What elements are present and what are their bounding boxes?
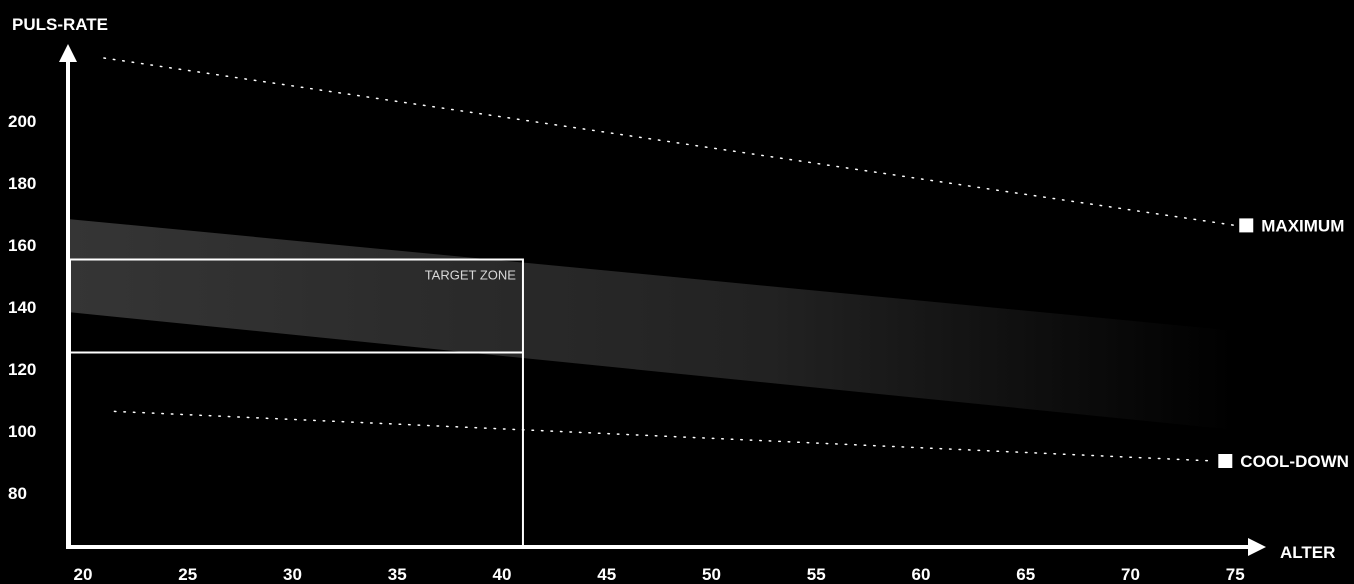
legend-marker-cooldown xyxy=(1218,454,1233,468)
y-tick-label: 200 xyxy=(8,112,36,131)
y-tick-label: 160 xyxy=(8,236,36,255)
x-tick-label: 65 xyxy=(1016,565,1035,584)
legend-label-maximum: MAXIMUM xyxy=(1261,216,1344,235)
x-tick-label: 20 xyxy=(74,565,93,584)
x-tick-label: 55 xyxy=(807,565,826,584)
y-tick-labels: 200 180 160 140 120 100 80 xyxy=(8,112,36,503)
x-axis-arrow xyxy=(1248,538,1266,556)
target-band xyxy=(70,219,1236,430)
y-axis-label: PULS-RATE xyxy=(12,15,108,34)
x-tick-label: 60 xyxy=(912,565,931,584)
x-tick-labels: 20 25 30 35 40 45 50 55 60 65 70 75 xyxy=(74,565,1245,584)
x-tick-label: 70 xyxy=(1121,565,1140,584)
x-tick-label: 35 xyxy=(388,565,407,584)
x-tick-label: 25 xyxy=(178,565,197,584)
legend-marker-maximum xyxy=(1239,218,1254,233)
y-tick-label: 120 xyxy=(8,360,36,379)
legend-label-cooldown: COOL-DOWN xyxy=(1240,452,1349,471)
x-tick-label: 45 xyxy=(597,565,616,584)
y-tick-label: 100 xyxy=(8,422,36,441)
x-tick-label: 50 xyxy=(702,565,721,584)
y-tick-label: 140 xyxy=(8,298,36,317)
x-axis-label: ALTER xyxy=(1280,543,1335,562)
series-cooldown-line xyxy=(113,410,1216,462)
x-tick-label: 40 xyxy=(493,565,512,584)
y-tick-label: 180 xyxy=(8,174,36,193)
x-tick-label: 75 xyxy=(1226,565,1245,584)
series-maximum-line xyxy=(103,57,1236,227)
target-zone-label: TARGET ZONE xyxy=(425,268,517,283)
y-axis-arrow xyxy=(59,44,77,62)
y-tick-label: 80 xyxy=(8,484,27,503)
x-tick-label: 30 xyxy=(283,565,302,584)
